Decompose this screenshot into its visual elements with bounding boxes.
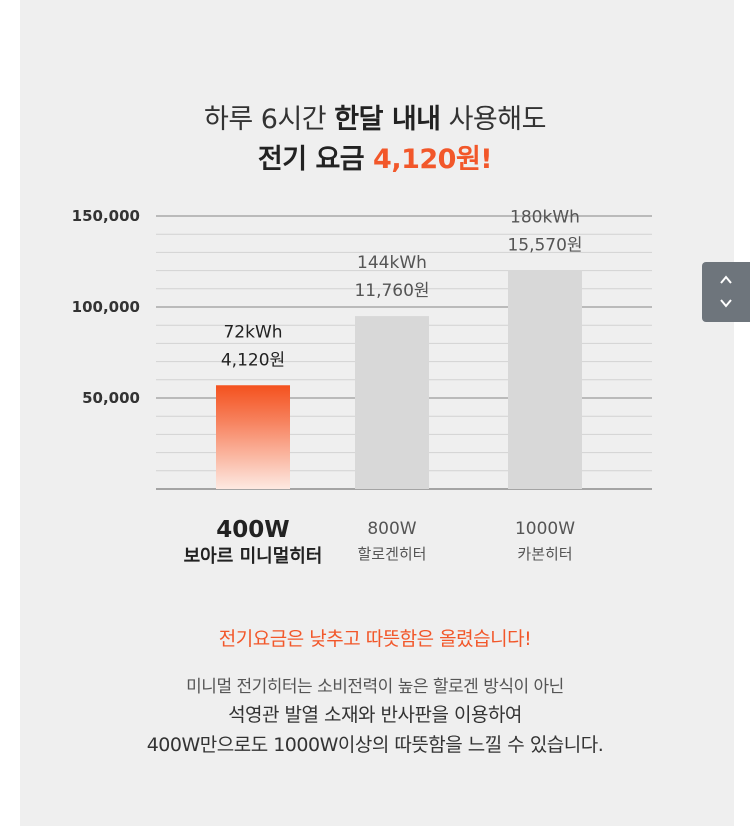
bottom-desc-2: 석영관 발열 소재와 반사판을 이용하여 <box>228 704 522 726</box>
headline-line1: 하루 6시간 한달 내내 사용해도 <box>0 100 750 140</box>
bottom-desc-1: 미니멀 전기히터는 소비전력이 높은 할로겐 방식이 아닌 <box>186 677 564 697</box>
cost-label: 11,760원 <box>354 281 429 301</box>
energy-label: 144kWh <box>357 253 427 273</box>
bar-1000w <box>508 270 582 489</box>
headline-line1-post: 사용해도 <box>440 104 547 135</box>
headline-cost-accent: 4,120원! <box>373 144 493 175</box>
cost-label: 15,570원 <box>507 236 582 256</box>
chevron-down-icon[interactable] <box>718 295 734 311</box>
headline-line2-pre: 전기 요금 <box>257 144 374 175</box>
energy-label: 180kWh <box>510 208 580 228</box>
bar-800w <box>355 316 429 489</box>
bar-400w <box>216 385 290 489</box>
y-tick-label: 150,000 <box>72 207 140 225</box>
y-tick-label: 100,000 <box>72 298 140 316</box>
energy-label: 72kWh <box>223 322 282 342</box>
chevron-up-icon[interactable] <box>718 272 734 288</box>
category-label: 1000W <box>515 519 575 539</box>
bottom-desc-3: 400W만으로도 1000W이상의 따뜻함을 느낄 수 있습니다. <box>146 734 604 756</box>
y-tick-label: 50,000 <box>82 389 140 407</box>
headline-line1-pre: 하루 6시간 <box>204 104 335 135</box>
category-sublabel: 할로겐히터 <box>357 545 426 563</box>
headline-line1-bold: 한달 내내 <box>334 104 441 135</box>
category-sublabel: 보아르 미니멀히터 <box>184 546 323 567</box>
category-sublabel: 카본히터 <box>517 545 572 563</box>
cost-label: 4,120원 <box>221 350 285 370</box>
category-label: 800W <box>367 519 416 539</box>
bottom-highlight: 전기요금은 낮추고 따뜻함은 올렸습니다! <box>218 628 532 650</box>
scroll-widget[interactable] <box>702 262 750 322</box>
headline: 하루 6시간 한달 내내 사용해도 전기 요금 4,120원! <box>0 100 750 180</box>
category-label: 400W <box>216 517 289 543</box>
headline-line2: 전기 요금 4,120원! <box>0 140 750 180</box>
